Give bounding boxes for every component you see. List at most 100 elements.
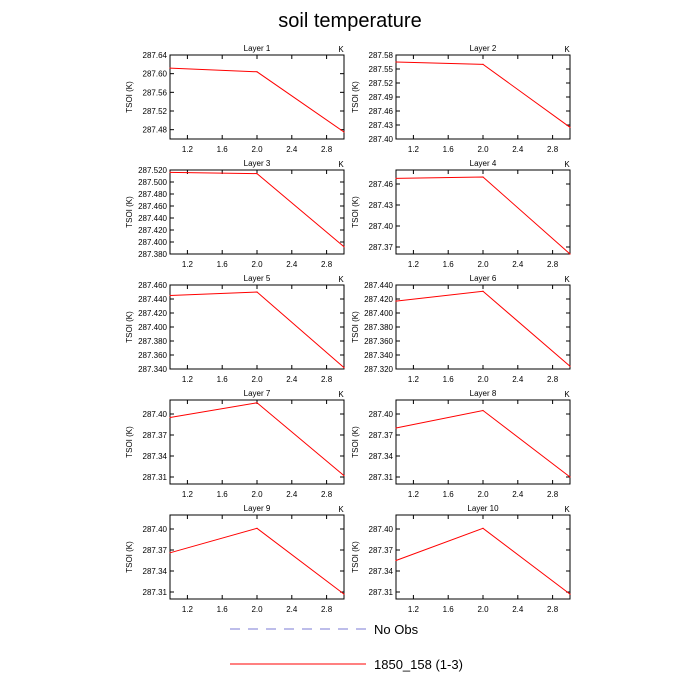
x-tick-label: 1.6 <box>443 260 455 269</box>
data-point <box>395 61 397 63</box>
y-tick-label: 287.400 <box>138 323 167 332</box>
x-tick-label: 1.2 <box>182 145 194 154</box>
figure-title: soil temperature <box>278 10 421 32</box>
data-point <box>343 593 345 595</box>
plot-frame <box>169 284 345 370</box>
panel-layer-4: Layer 4 K TSOI (K) 287.37 287.40 287.43 287.46… <box>351 159 571 269</box>
unit-label: K <box>564 275 570 284</box>
y-tick-label: 287.31 <box>143 588 168 597</box>
x-tick-label: 2.8 <box>547 145 559 154</box>
plot-frame <box>395 514 571 600</box>
x-tick-label: 2.0 <box>477 260 489 269</box>
y-tick-label: 287.460 <box>138 202 167 211</box>
y-tick-label: 287.31 <box>369 588 394 597</box>
y-tick-label: 287.40 <box>143 410 168 419</box>
y-axis-label: TSOI (K) <box>125 311 134 343</box>
panel-title: Layer 6 <box>470 274 497 283</box>
y-tick-label: 287.37 <box>369 243 394 252</box>
panel-title: Layer 9 <box>244 504 271 513</box>
data-point <box>395 427 397 429</box>
y-tick-label: 287.34 <box>143 452 168 461</box>
y-tick-label: 287.500 <box>138 178 167 187</box>
y-tick-label: 287.58 <box>369 51 394 60</box>
y-axis-label: TSOI (K) <box>351 196 360 228</box>
x-tick-label: 2.4 <box>286 605 298 614</box>
x-tick-label: 2.4 <box>286 490 298 499</box>
y-axis-label: TSOI (K) <box>351 311 360 343</box>
y-tick-label: 287.31 <box>143 473 168 482</box>
y-axis-label: TSOI (K) <box>125 81 134 113</box>
y-tick-label: 287.52 <box>143 107 168 116</box>
series-line-1 <box>169 67 345 133</box>
panel-layer-7: Layer 7 K TSOI (K) 287.31 287.34 287.37 287.40… <box>125 389 345 499</box>
x-tick-label: 2.0 <box>477 605 489 614</box>
x-tick-label: 2.4 <box>512 605 524 614</box>
x-tick-label: 2.8 <box>547 260 559 269</box>
y-axis-label: TSOI (K) <box>351 81 360 113</box>
plot-frame <box>169 514 345 600</box>
series-line-1 <box>169 527 345 595</box>
x-tick-label: 2.4 <box>512 260 524 269</box>
data-point <box>256 402 258 404</box>
unit-label: K <box>338 275 344 284</box>
x-tick-label: 1.6 <box>217 490 229 499</box>
y-tick-label: 287.460 <box>138 281 167 290</box>
unit-label: K <box>564 160 570 169</box>
panel-layer-1: Layer 1 K TSOI (K) 287.48 287.52 287.56 287.60… <box>125 44 345 154</box>
data-point <box>569 476 571 478</box>
x-tick-label: 2.8 <box>321 375 333 384</box>
y-tick-label: 287.40 <box>369 222 394 231</box>
y-tick-label: 287.480 <box>138 190 167 199</box>
y-tick-label: 287.340 <box>364 351 393 360</box>
y-tick-label: 287.440 <box>138 214 167 223</box>
x-tick-label: 1.6 <box>443 605 455 614</box>
data-point <box>569 365 571 367</box>
y-tick-label: 287.52 <box>369 79 394 88</box>
panel-title: Layer 2 <box>470 44 497 53</box>
data-point <box>482 63 484 65</box>
panel-layer-9: Layer 9 K TSOI (K) 287.31 287.34 287.37 287.40… <box>125 504 345 614</box>
y-tick-label: 287.43 <box>369 201 394 210</box>
y-tick-label: 287.340 <box>138 365 167 374</box>
plot-frame <box>395 169 571 255</box>
data-point <box>256 71 258 73</box>
y-tick-label: 287.420 <box>138 309 167 318</box>
unit-label: K <box>338 505 344 514</box>
data-point <box>169 67 171 69</box>
x-tick-label: 1.6 <box>443 145 455 154</box>
data-point <box>482 290 484 292</box>
x-tick-label: 2.0 <box>251 605 263 614</box>
y-tick-label: 287.420 <box>138 226 167 235</box>
y-tick-label: 287.380 <box>138 250 167 259</box>
y-axis-label: TSOI (K) <box>351 541 360 573</box>
data-point <box>169 552 171 554</box>
y-tick-label: 287.360 <box>138 351 167 360</box>
series-line-1 <box>395 290 571 367</box>
x-tick-label: 1.6 <box>443 375 455 384</box>
panel-layer-2: Layer 2 K TSOI (K) 287.40 287.43 287.46 287.49… <box>351 44 571 154</box>
x-tick-label: 2.4 <box>512 490 524 499</box>
y-axis-label: TSOI (K) <box>125 541 134 573</box>
data-point <box>569 593 571 595</box>
y-tick-label: 287.46 <box>369 107 394 116</box>
y-tick-label: 287.440 <box>138 295 167 304</box>
panel-layer-6: Layer 6 K TSOI (K) 287.320 287.340 287.360 287… <box>351 274 571 384</box>
y-tick-label: 287.360 <box>364 337 393 346</box>
data-point <box>569 253 571 255</box>
plot-frame <box>169 169 345 255</box>
x-tick-label: 1.6 <box>217 375 229 384</box>
y-tick-label: 287.37 <box>369 431 394 440</box>
y-tick-label: 287.380 <box>138 337 167 346</box>
x-tick-label: 2.8 <box>321 260 333 269</box>
y-tick-label: 287.37 <box>143 546 168 555</box>
x-tick-label: 1.6 <box>217 605 229 614</box>
y-tick-label: 287.31 <box>369 473 394 482</box>
x-tick-label: 1.2 <box>182 490 194 499</box>
x-tick-label: 2.4 <box>286 260 298 269</box>
y-tick-label: 287.49 <box>369 93 394 102</box>
x-tick-label: 1.6 <box>443 490 455 499</box>
x-tick-label: 2.8 <box>321 605 333 614</box>
x-tick-label: 2.0 <box>251 260 263 269</box>
data-point <box>482 176 484 178</box>
y-tick-label: 287.520 <box>138 166 167 175</box>
